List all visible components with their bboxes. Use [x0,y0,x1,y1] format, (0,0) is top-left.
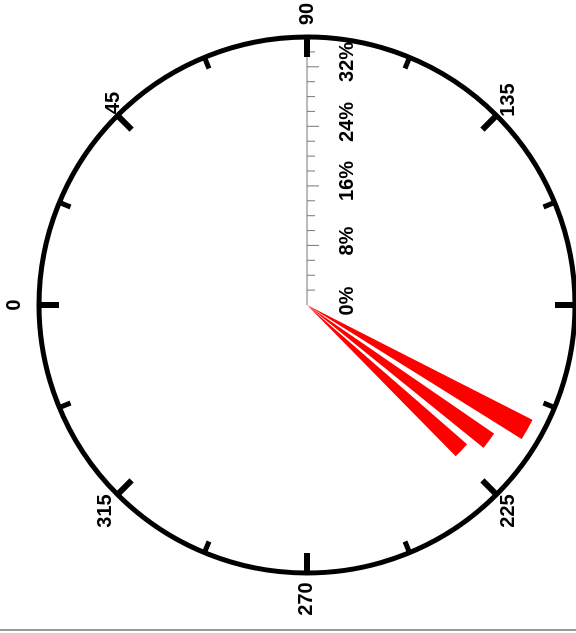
radial-tick-label-24: 24% [336,102,358,142]
dir-label-225: 225 [497,494,519,527]
radial-tick-label-0: 0% [336,286,358,315]
dir-label-315: 315 [94,494,116,527]
dir-label-135: 135 [497,83,519,116]
radial-tick-label-16: 16% [336,161,358,201]
radial-tick-label-8: 8% [336,226,358,255]
bottom-border [0,629,576,631]
direction-tick [480,112,500,132]
direction-tick [480,478,500,498]
direction-tick [201,540,212,555]
direction-tick [201,55,212,70]
petal-2 [307,305,468,457]
petal-0 [307,305,533,440]
direction-tick [114,112,134,132]
direction-tick [57,400,72,411]
radial-axis [306,38,319,305]
dir-label-45: 45 [102,92,124,114]
dir-label-90: 90 [296,3,318,25]
petal-1 [307,305,495,448]
direction-tick [542,400,557,411]
direction-tick [114,478,134,498]
direction-tick [57,199,72,210]
dir-label-0: 0 [3,299,25,310]
direction-ticks [38,36,576,574]
direction-tick [402,55,413,70]
dir-label-270: 270 [295,582,317,615]
petals [307,305,533,457]
radial-tick-label-32: 32% [336,42,358,82]
direction-tick [542,199,557,210]
direction-tick [402,540,413,555]
